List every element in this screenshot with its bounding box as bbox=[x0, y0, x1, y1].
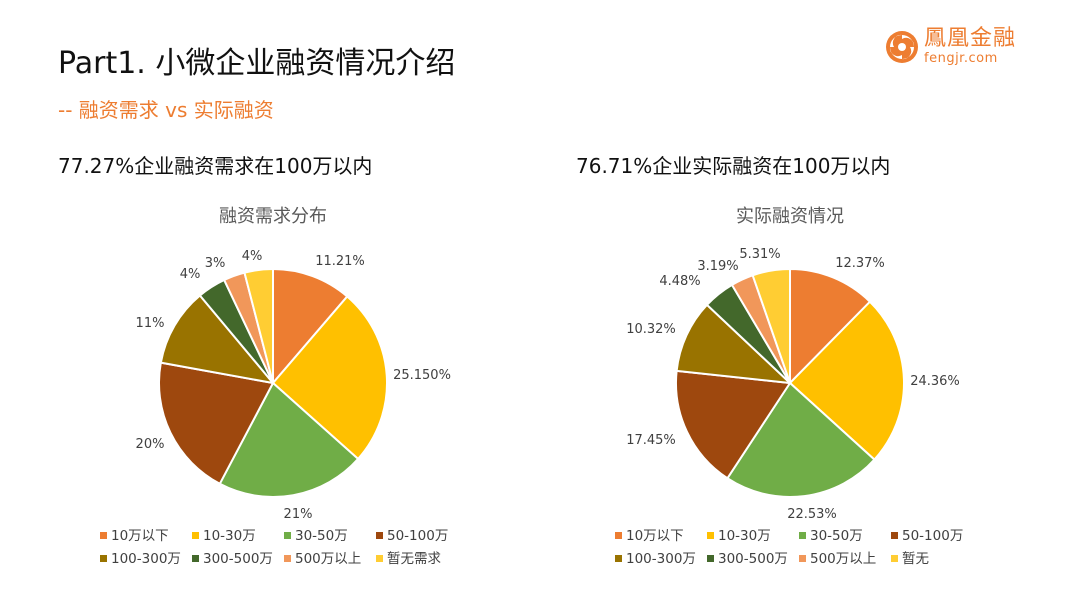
data-label: 10.32% bbox=[626, 322, 676, 337]
data-label: 3.19% bbox=[697, 259, 738, 274]
pie-slice-5 bbox=[675, 303, 793, 385]
pie-slice-3 bbox=[218, 381, 360, 498]
pie-slice-1 bbox=[272, 267, 349, 386]
pie-chart-2: 实际融资情况 12.37% 24.36% 22.53% 17.45% 10.32% 4.48… bbox=[615, 206, 963, 567]
legend-swatch bbox=[284, 555, 291, 562]
pie-slice-8 bbox=[751, 267, 791, 384]
pie-slice-2 bbox=[788, 300, 905, 462]
data-label: 24.36% bbox=[910, 374, 960, 389]
legend-label: 10万以下 bbox=[626, 528, 684, 544]
legend-swatch bbox=[799, 532, 806, 539]
legend-label: 500万以上 bbox=[810, 551, 876, 567]
page-subtitle: -- 融资需求 vs 实际融资 bbox=[58, 98, 274, 122]
legend-swatch bbox=[284, 532, 291, 539]
chart-title: 实际融资情况 bbox=[736, 206, 844, 227]
pie-chart-1: 融资需求分布 11.21% 25.150% 21% 20% 11% 4% 3% 4% 10万以下 1… bbox=[100, 206, 451, 567]
legend-label: 100-300万 bbox=[626, 551, 696, 567]
legend-label: 30-50万 bbox=[810, 528, 863, 544]
page-title: Part1. 小微企业融资情况介绍 bbox=[58, 46, 456, 81]
legend-swatch bbox=[192, 555, 199, 562]
legend-label: 50-100万 bbox=[387, 528, 448, 544]
brand-logo: 鳳凰金融 fengjr.com bbox=[884, 28, 1016, 65]
legend-swatch bbox=[891, 555, 898, 562]
legend-label: 暂无 bbox=[902, 551, 929, 567]
data-label: 4% bbox=[242, 249, 263, 264]
headline-right: 76.71%企业实际融资在100万以内 bbox=[576, 154, 891, 178]
legend-swatch bbox=[799, 555, 806, 562]
data-label: 21% bbox=[284, 507, 313, 522]
pie-slice-2 bbox=[271, 295, 388, 461]
pie-slice-3 bbox=[726, 381, 876, 498]
legend-label: 10-30万 bbox=[203, 528, 256, 544]
data-label: 3% bbox=[205, 256, 226, 271]
legend-label: 10-30万 bbox=[718, 528, 771, 544]
legend-swatch bbox=[100, 555, 107, 562]
legend-swatch bbox=[707, 555, 714, 562]
pie-slice-4 bbox=[675, 369, 792, 480]
legend-label: 50-100万 bbox=[902, 528, 963, 544]
spiral-logo-icon bbox=[886, 30, 918, 63]
data-label: 5.31% bbox=[739, 247, 780, 262]
legend-swatch bbox=[376, 555, 383, 562]
legend-swatch bbox=[615, 532, 622, 539]
data-label: 25.150% bbox=[393, 368, 451, 383]
legend-label: 30-50万 bbox=[295, 528, 348, 544]
legend-label: 500万以上 bbox=[295, 551, 361, 567]
data-label: 12.37% bbox=[835, 256, 885, 271]
data-label: 11% bbox=[136, 316, 165, 331]
logo-domain-text: fengjr.com bbox=[924, 51, 998, 66]
legend-label: 暂无需求 bbox=[387, 551, 441, 567]
pie-slice-4 bbox=[158, 361, 275, 486]
legend-label: 300-500万 bbox=[718, 551, 788, 567]
legend-swatch bbox=[100, 532, 107, 539]
legend-swatch bbox=[891, 532, 898, 539]
headline-left: 77.27%企业融资需求在100万以内 bbox=[58, 154, 373, 178]
legend-swatch bbox=[707, 532, 714, 539]
data-label: 4.48% bbox=[659, 274, 700, 289]
data-label: 20% bbox=[136, 437, 165, 452]
legend-swatch bbox=[192, 532, 199, 539]
data-label: 11.21% bbox=[315, 254, 365, 269]
pie-slice-5 bbox=[159, 294, 276, 385]
data-label: 17.45% bbox=[626, 433, 676, 448]
legend-swatch bbox=[376, 532, 383, 539]
legend-label: 10万以下 bbox=[111, 528, 169, 544]
legend-label: 100-300万 bbox=[111, 551, 181, 567]
pie-slice-1 bbox=[789, 267, 872, 386]
data-label: 22.53% bbox=[787, 507, 837, 522]
legend-label: 300-500万 bbox=[203, 551, 273, 567]
data-label: 4% bbox=[180, 267, 201, 282]
chart-title: 融资需求分布 bbox=[219, 206, 327, 227]
logo-chinese-text: 鳳凰金融 bbox=[924, 26, 1017, 51]
legend-swatch bbox=[615, 555, 622, 562]
pie-slice-8 bbox=[243, 267, 274, 384]
